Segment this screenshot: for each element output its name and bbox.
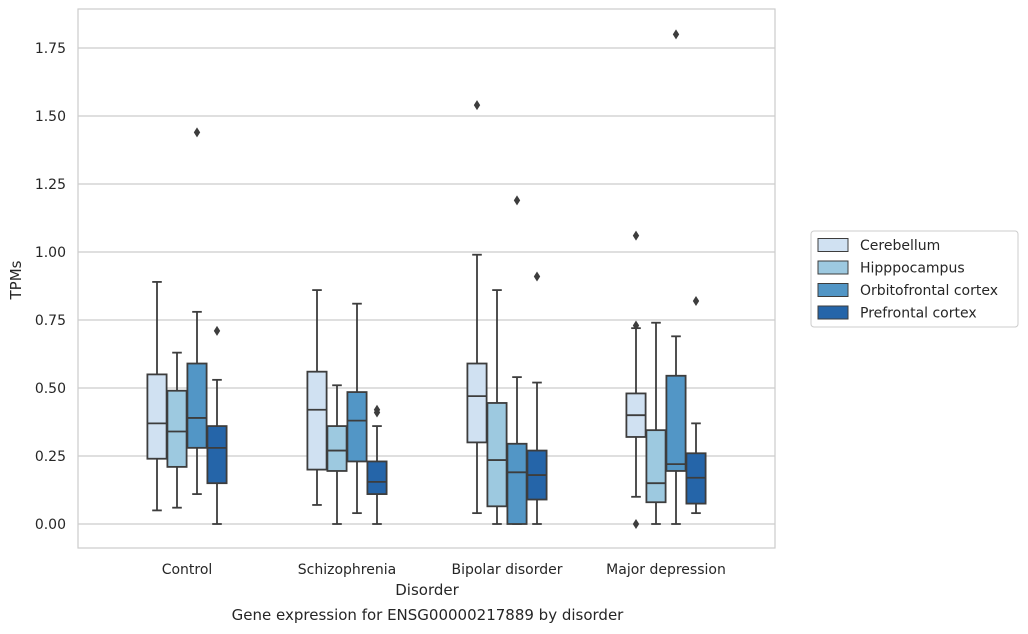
y-tick-labels: 0.00 0.25 0.50 0.75 1.00 1.25 1.50 1.75 xyxy=(35,41,66,533)
legend-label: Prefrontal cortex xyxy=(860,306,977,322)
y-axis-title: TPMs xyxy=(7,260,25,300)
box-body xyxy=(306,370,328,471)
plot-frame xyxy=(77,8,776,549)
box-body xyxy=(146,373,168,460)
x-tick-labels: Control Schizophrenia Bipolar disorder Majo… xyxy=(162,562,726,578)
box-body xyxy=(326,425,348,472)
legend-label: Cerebellum xyxy=(860,238,940,254)
box-body xyxy=(486,402,508,508)
box-body xyxy=(206,425,228,485)
legend-label: Orbitofrontal cortex xyxy=(860,283,998,299)
outlier-point xyxy=(513,195,521,206)
box-3-1 xyxy=(366,404,388,525)
outlier-point xyxy=(213,325,221,336)
y-tick-label: 0.25 xyxy=(35,449,66,465)
legend-swatch xyxy=(817,238,849,252)
x-tick-label: Bipolar disorder xyxy=(451,562,562,578)
box-3-2 xyxy=(526,271,548,525)
box-1-0 xyxy=(166,351,188,509)
y-tick-label: 0.00 xyxy=(35,517,66,533)
x-tick-label: Schizophrenia xyxy=(298,562,396,578)
x-tick-label: Major depression xyxy=(606,562,726,578)
box-0-0 xyxy=(146,281,168,512)
y-tick-label: 0.75 xyxy=(35,313,66,329)
boxes xyxy=(146,29,707,529)
chart-caption: Gene expression for ENSG00000217889 by d… xyxy=(231,606,624,624)
box-3-0 xyxy=(206,325,228,525)
legend-label: Hipppocampus xyxy=(860,261,965,277)
box-body xyxy=(645,429,667,504)
box-2-0 xyxy=(186,127,208,495)
outlier-point xyxy=(632,519,640,529)
outlier-point xyxy=(373,404,381,415)
outlier-point xyxy=(193,127,201,138)
box-2-1 xyxy=(346,302,368,515)
box-body xyxy=(466,362,488,444)
outlier-point xyxy=(632,230,640,241)
box-body xyxy=(366,460,388,495)
x-axis-title: Disorder xyxy=(395,581,459,599)
box-body xyxy=(186,362,208,449)
y-tick-label: 1.50 xyxy=(35,109,66,125)
y-tick-label: 1.00 xyxy=(35,245,66,261)
outlier-point xyxy=(692,295,700,306)
box-body xyxy=(346,391,368,463)
box-0-1 xyxy=(306,289,328,506)
legend: Cerebellum Hipppocampus Orbitofrontal cort… xyxy=(810,230,1019,328)
box-0-3 xyxy=(625,230,647,529)
legend-swatch xyxy=(817,260,849,275)
box-body xyxy=(166,389,188,468)
outlier-point xyxy=(632,320,640,331)
x-tick-label: Control xyxy=(162,562,213,578)
legend-swatch xyxy=(817,305,849,320)
box-1-2 xyxy=(486,289,508,525)
outlier-point xyxy=(672,29,680,40)
legend-swatch xyxy=(817,283,849,297)
outlier-point xyxy=(533,271,541,282)
box-body xyxy=(665,374,687,472)
box-3-3 xyxy=(685,295,707,515)
box-body xyxy=(506,442,528,525)
legend-frame xyxy=(810,230,1019,328)
box-0-2 xyxy=(466,100,488,515)
outlier-point xyxy=(473,100,481,111)
y-tick-label: 0.50 xyxy=(35,381,66,397)
y-tick-label: 1.25 xyxy=(35,177,66,193)
box-2-3 xyxy=(665,29,687,525)
y-tick-label: 1.75 xyxy=(35,41,66,57)
